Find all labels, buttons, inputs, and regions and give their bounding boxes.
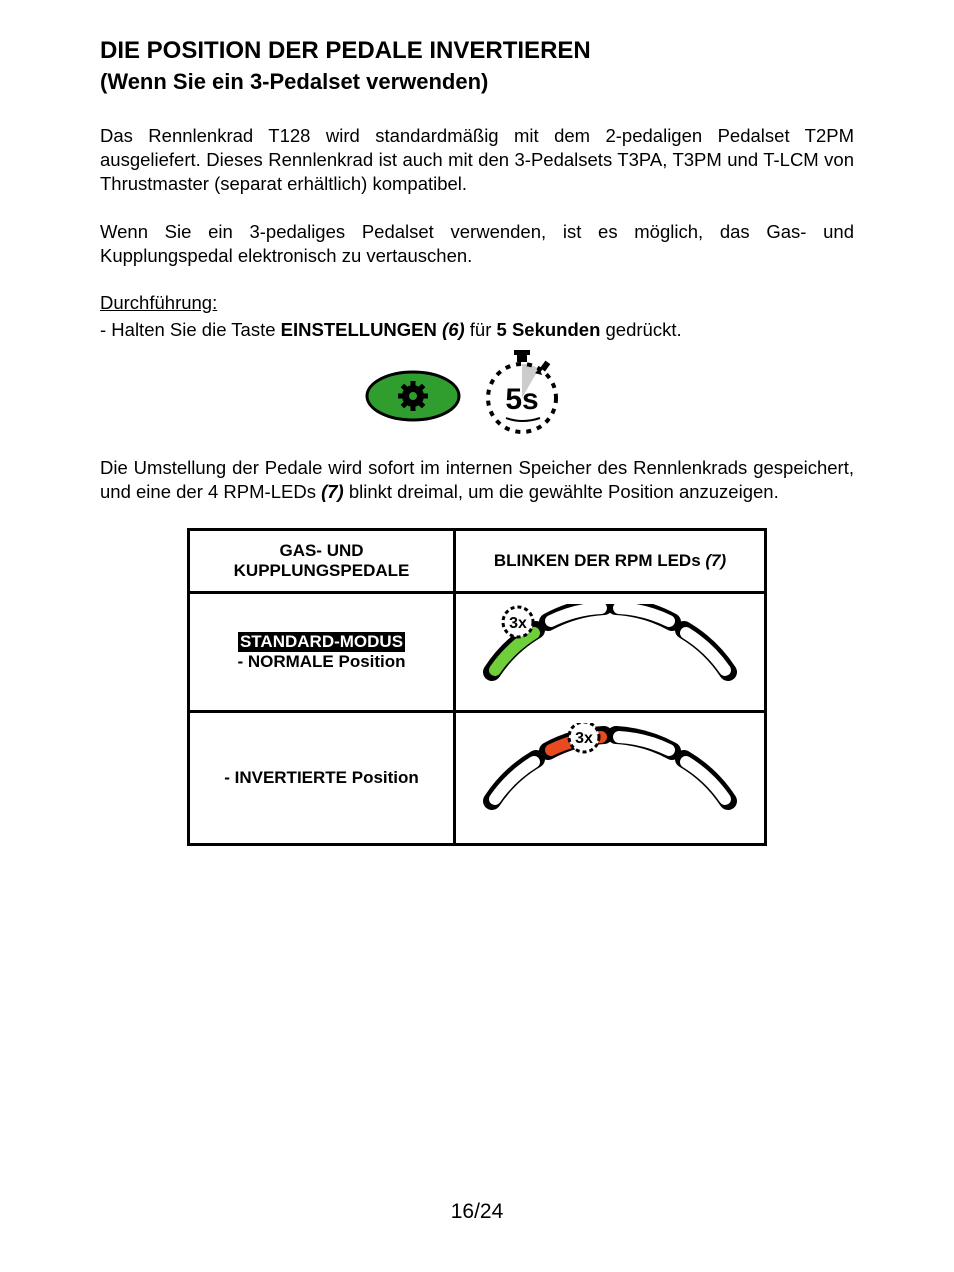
figure-button-stopwatch: 5s xyxy=(100,348,854,438)
header-right-pre: BLINKEN DER RPM LEDs xyxy=(494,551,706,570)
pedal-mode-table: GAS- UND KUPPLUNGSPEDALE BLINKEN DER RPM… xyxy=(187,528,767,846)
paragraph-3: Die Umstellung der Pedale wird sofort im… xyxy=(100,456,854,504)
rpm-led-arc-icon: 3x xyxy=(470,723,750,833)
instruction-line: - Halten Sie die Taste EINSTELLUNGEN (6)… xyxy=(100,318,854,342)
instruction-post: gedrückt. xyxy=(600,319,681,340)
instruction-settings: EINSTELLUNGEN xyxy=(281,319,442,340)
instruction-mid: für xyxy=(465,319,497,340)
rpm-led-arc-icon: 3x xyxy=(470,604,750,700)
page-title: DIE POSITION DER PEDALE INVERTIEREN xyxy=(100,36,854,66)
table-row: - INVERTIERTE Position xyxy=(189,711,766,844)
header-right: BLINKEN DER RPM LEDs (7) xyxy=(455,529,766,592)
paragraph-1: Das Rennlenkrad T128 wird standardmäßig … xyxy=(100,124,854,196)
table-row: STANDARD-MODUS - NORMALE Position xyxy=(189,592,766,711)
procedure-label: Durchführung: xyxy=(100,292,854,314)
stopwatch-icon: 5s xyxy=(488,350,556,432)
mode-standard-cell: STANDARD-MODUS - NORMALE Position xyxy=(189,592,455,711)
svg-text:5s: 5s xyxy=(505,383,538,416)
settings-button-icon xyxy=(367,372,459,420)
instruction-duration: 5 Sekunden xyxy=(497,319,601,340)
svg-text:3x: 3x xyxy=(509,615,527,632)
led-standard-cell: 3x xyxy=(455,592,766,711)
figure-svg: 5s xyxy=(362,348,592,438)
mode-inverted-cell: - INVERTIERTE Position xyxy=(189,711,455,844)
page-root: DIE POSITION DER PEDALE INVERTIEREN (Wen… xyxy=(0,0,954,1272)
para3-post: blinkt dreimal, um die gewählte Position… xyxy=(344,481,779,502)
led-inverted-cell: 3x xyxy=(455,711,766,844)
mode-standard-hl: STANDARD-MODUS xyxy=(238,632,405,652)
blink-badge-icon: 3x xyxy=(569,723,599,752)
mode-standard-sub: - NORMALE Position xyxy=(237,652,405,671)
paragraph-2: Wenn Sie ein 3-pedaliges Pedalset verwen… xyxy=(100,220,854,268)
header-right-ref: (7) xyxy=(705,551,726,570)
instruction-ref: (6) xyxy=(442,319,465,340)
blink-badge-icon: 3x xyxy=(503,607,533,637)
page-number: 16/24 xyxy=(0,1200,954,1224)
header-left: GAS- UND KUPPLUNGSPEDALE xyxy=(189,529,455,592)
instruction-pre: - Halten Sie die Taste xyxy=(100,319,281,340)
para3-ref: (7) xyxy=(321,481,344,502)
page-subtitle: (Wenn Sie ein 3-Pedalset verwenden) xyxy=(100,68,854,96)
table-header-row: GAS- UND KUPPLUNGSPEDALE BLINKEN DER RPM… xyxy=(189,529,766,592)
svg-text:3x: 3x xyxy=(575,730,593,747)
